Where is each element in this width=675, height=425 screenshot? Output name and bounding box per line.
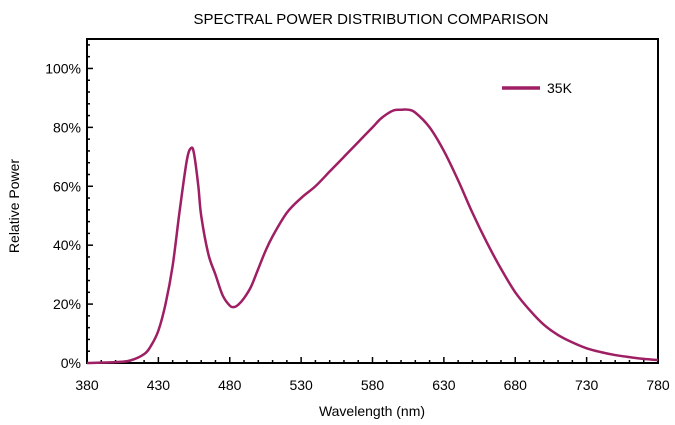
x-tick-label: 730 [575, 377, 599, 393]
y-tick-label: 60% [53, 178, 81, 194]
x-axis-label: Wavelength (nm) [319, 403, 425, 419]
legend: 35K [502, 80, 573, 96]
x-tick-label: 480 [218, 377, 242, 393]
plot-area [86, 38, 659, 364]
y-tick-label: 100% [45, 60, 81, 76]
x-tick-label: 780 [646, 377, 670, 393]
x-tick-label: 630 [432, 377, 456, 393]
series-layer [86, 108, 659, 365]
y-axis: 0% 20% 40% 60% 80% 100% [45, 44, 93, 371]
y-tick-label: 20% [53, 296, 81, 312]
x-tick-label: 430 [147, 377, 171, 393]
x-tick-label: 530 [289, 377, 313, 393]
y-tick-label: 0% [61, 355, 81, 371]
series-line-35k [86, 108, 659, 365]
x-tick-label: 580 [361, 377, 385, 393]
x-tick-label: 380 [75, 377, 99, 393]
y-tick-label: 40% [53, 237, 81, 253]
y-axis-label: Relative Power [6, 159, 22, 253]
x-axis: 380 430 480 530 580 630 680 730 780 [75, 357, 670, 393]
legend-label-35k: 35K [547, 80, 573, 96]
chart-title: SPECTRAL POWER DISTRIBUTION COMPARISON [193, 11, 548, 28]
x-tick-label: 680 [504, 377, 528, 393]
y-tick-label: 80% [53, 119, 81, 135]
